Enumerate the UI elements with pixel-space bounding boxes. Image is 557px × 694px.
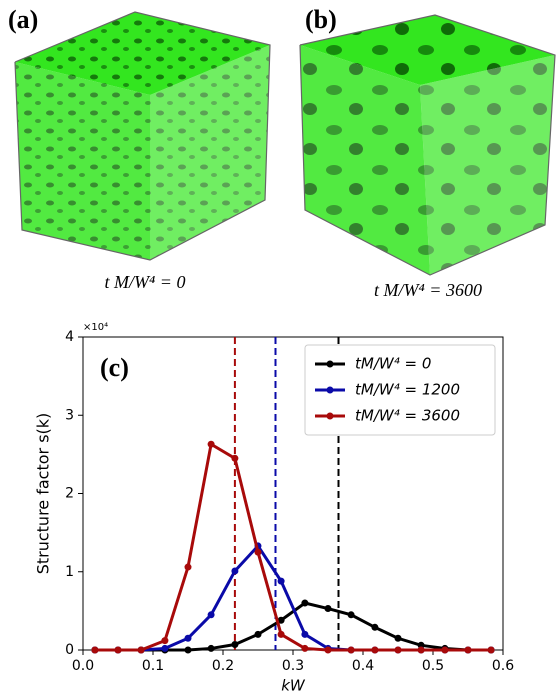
x-tick-label: 0.5: [422, 658, 444, 674]
renderings: (a) (b) t M/W⁴ = 0 t M/W⁴ = 3600: [8, 5, 556, 300]
series-line: [94, 543, 492, 652]
data-point: [394, 646, 402, 654]
data-point: [231, 567, 239, 575]
y-tick-label: 2: [65, 486, 74, 502]
caption: t M/W⁴ = 0: [105, 272, 186, 292]
data-point: [277, 577, 285, 585]
data-point: [137, 646, 145, 654]
x-tick-label: 0.1: [142, 658, 164, 674]
legend-marker: [326, 386, 334, 394]
x-tick-label: 0.2: [212, 658, 234, 674]
data-point: [371, 623, 379, 631]
legend: tM/W⁴ = 0 tM/W⁴ = 1200 tM/W⁴ = 3600: [304, 344, 496, 436]
panel-label: (c): [100, 353, 129, 382]
data-point: [301, 630, 309, 638]
panel-label: (a): [8, 5, 38, 34]
data-point: [487, 646, 495, 654]
caption: t M/W⁴ = 3600: [374, 280, 482, 300]
y-axis-label: Structure factor s(k): [34, 413, 53, 575]
legend-label: tM/W⁴ = 1200: [355, 381, 460, 399]
cube-b: [299, 14, 556, 276]
panel-label: (b): [305, 5, 337, 34]
y-offset-label: ×10⁴: [83, 322, 108, 333]
x-tick-label: 0.4: [352, 658, 374, 674]
data-point: [371, 646, 379, 654]
legend-label: tM/W⁴ = 3600: [355, 407, 460, 425]
data-point: [91, 646, 99, 654]
data-point: [114, 646, 122, 654]
data-point: [161, 637, 169, 645]
data-point: [277, 616, 285, 624]
data-point: [207, 611, 215, 619]
x-tick-label: 0.3: [282, 658, 304, 674]
x-axis-label: kW: [281, 677, 306, 694]
data-point: [254, 548, 262, 556]
data-point: [301, 644, 309, 652]
data-point: [441, 646, 449, 654]
y-tick-label: 3: [65, 407, 74, 423]
legend-box: [304, 344, 496, 436]
y-tick-label: 1: [65, 564, 74, 580]
data-point: [207, 644, 215, 652]
data-point: [324, 646, 332, 654]
data-point: [184, 563, 192, 571]
x-tick-label: 0.6: [492, 658, 514, 674]
data-point: [184, 634, 192, 642]
legend-marker: [326, 360, 334, 368]
chart: 0.0 0.1 0.2 0.3 0.4 0.5 0.6 0 1 2 3 4 ×10⁴ kW Structur…: [34, 322, 515, 694]
data-point: [231, 454, 239, 462]
data-point: [324, 605, 332, 613]
data-point: [394, 634, 402, 642]
cube-a: [14, 11, 271, 261]
data-point: [347, 611, 355, 619]
legend-marker: [326, 412, 334, 420]
data-point: [464, 646, 472, 654]
data-point: [161, 644, 169, 652]
data-point: [207, 440, 215, 448]
data-point: [184, 646, 192, 654]
series-line: [94, 441, 492, 652]
data-point: [347, 646, 355, 654]
data-point: [417, 646, 425, 654]
y-tick-label: 0: [65, 642, 74, 658]
data-point: [301, 599, 309, 607]
legend-label: tM/W⁴ = 0: [355, 355, 431, 373]
data-point: [231, 641, 239, 649]
x-tick-label: 0.0: [72, 658, 94, 674]
y-tick-label: 4: [65, 329, 74, 345]
data-point: [277, 630, 285, 638]
data-point: [254, 630, 262, 638]
